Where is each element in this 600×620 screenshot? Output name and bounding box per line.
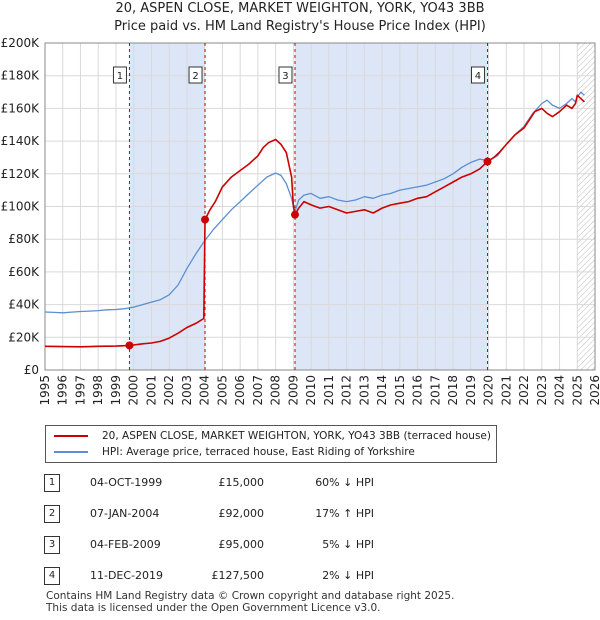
x-tick-label: 2001 (144, 375, 158, 406)
sale-marker-label: 1 (117, 71, 123, 82)
sale-date: 04-OCT-1999 (90, 476, 163, 489)
sale-marker-box (470, 66, 485, 84)
x-tick-label: 2020 (482, 375, 496, 406)
chart-title: 20, ASPEN CLOSE, MARKET WEIGHTON, YORK, … (0, 0, 600, 36)
series-line-property (44, 94, 585, 348)
sale-price: £15,000 (218, 476, 265, 489)
sale-price: £95,000 (218, 538, 265, 551)
x-tick-label: 2008 (269, 375, 283, 406)
legend-label-property: 20, ASPEN CLOSE, MARKET WEIGHTON, YORK, … (102, 430, 491, 442)
y-tick-label: £80K (8, 232, 40, 246)
sale-marker-label: 3 (282, 71, 288, 82)
y-tick-label: £140K (1, 134, 41, 148)
x-tick-label: 2003 (180, 375, 194, 406)
x-tick-label: 2002 (162, 375, 176, 406)
legend-item-hpi: HPI: Average price, terraced house, East… (54, 444, 415, 460)
y-tick-label: £0 (24, 363, 39, 377)
sale-date: 04-FEB-2009 (90, 538, 161, 551)
legend-label-hpi: HPI: Average price, terraced house, East… (102, 446, 415, 458)
y-tick-label: £120K (1, 167, 41, 181)
x-tick-label: 2010 (304, 375, 318, 406)
chart-title-subtitle: Price paid vs. HM Land Registry's House … (114, 19, 486, 34)
x-tick-label: 2014 (375, 375, 389, 406)
footer-attribution: Contains HM Land Registry data © Crown c… (46, 590, 454, 614)
x-tick-label: 2006 (233, 375, 247, 406)
sale-hpi-change: 2% ↓ HPI (322, 569, 374, 582)
sale-number-badge: 3 (44, 536, 60, 554)
x-tick-label: 2018 (446, 375, 460, 406)
x-tick-label: 2011 (322, 375, 336, 406)
legend-item-property: 20, ASPEN CLOSE, MARKET WEIGHTON, YORK, … (54, 428, 491, 444)
sale-hpi-change: 17% ↑ HPI (315, 507, 374, 520)
sale-number-badge: 1 (44, 474, 60, 492)
x-tick-label: 2012 (340, 375, 354, 406)
x-tick-label: 2005 (215, 375, 229, 406)
chart-legend: 20, ASPEN CLOSE, MARKET WEIGHTON, YORK, … (45, 425, 497, 463)
y-tick-label: £60K (8, 265, 40, 279)
y-tick-label: £160K (1, 101, 41, 115)
y-tick-label: £180K (1, 69, 41, 83)
x-tick-label: 2007 (251, 375, 265, 406)
sale-number-badge: 2 (44, 505, 60, 523)
x-tick-label: 2015 (393, 375, 407, 406)
sale-marker-label: 4 (475, 71, 481, 82)
x-tick-label: 2016 (411, 375, 425, 406)
x-tick-label: 2021 (499, 375, 513, 406)
sale-marker-box (112, 66, 127, 84)
sale-point (125, 341, 134, 350)
x-tick-label: 2022 (517, 375, 531, 406)
sale-hpi-change: 5% ↓ HPI (322, 538, 374, 551)
x-tick-label: 2017 (428, 375, 442, 406)
x-tick-label: 2009 (286, 375, 300, 406)
x-tick-label: 1997 (73, 375, 87, 406)
sale-marker-label: 2 (192, 71, 198, 82)
sale-number-badge: 4 (44, 567, 60, 585)
sale-point (483, 157, 492, 166)
x-tick-label: 2023 (535, 375, 549, 406)
price-chart: £0 £20K £40K £60K £80K £100K £120K £140K £160K £1… (1, 36, 600, 406)
x-tick-label: 2024 (553, 375, 567, 406)
x-tick-label: 1996 (56, 375, 70, 406)
sale-price: £92,000 (218, 507, 265, 520)
sale-marker-box (188, 66, 203, 84)
sale-point (201, 215, 210, 224)
sale-hpi-change: 60% ↓ HPI (315, 476, 374, 489)
x-tick-label: 2026 (588, 375, 600, 406)
y-tick-label: £20K (8, 330, 40, 344)
y-tick-label: £100K (1, 200, 41, 214)
x-tick-label: 1999 (109, 375, 123, 406)
x-tick-label: 2013 (357, 375, 371, 406)
y-tick-label: £40K (8, 298, 40, 312)
sale-date: 11-DEC-2019 (90, 569, 164, 582)
footer-licence: This data is licensed under the Open Gov… (46, 602, 381, 614)
x-tick-label: 2004 (198, 375, 212, 406)
legend-swatch-property (54, 435, 88, 437)
x-tick-label: 2000 (127, 375, 141, 406)
x-tick-label: 2025 (570, 375, 584, 406)
legend-swatch-hpi (54, 451, 88, 453)
x-tick-label: 1998 (91, 375, 105, 406)
sale-point (290, 210, 299, 219)
x-tick-label: 1995 (38, 375, 52, 406)
sale-date: 07-JAN-2004 (90, 507, 160, 520)
plot-frame (44, 42, 596, 371)
y-tick-label: £200K (1, 36, 41, 50)
sale-price: £127,500 (211, 569, 265, 582)
chart-title-address: 20, ASPEN CLOSE, MARKET WEIGHTON, YORK, … (115, 1, 485, 16)
footer-copyright: Contains HM Land Registry data © Crown c… (46, 590, 455, 602)
x-tick-label: 2019 (464, 375, 478, 406)
sale-marker-box (278, 66, 293, 84)
